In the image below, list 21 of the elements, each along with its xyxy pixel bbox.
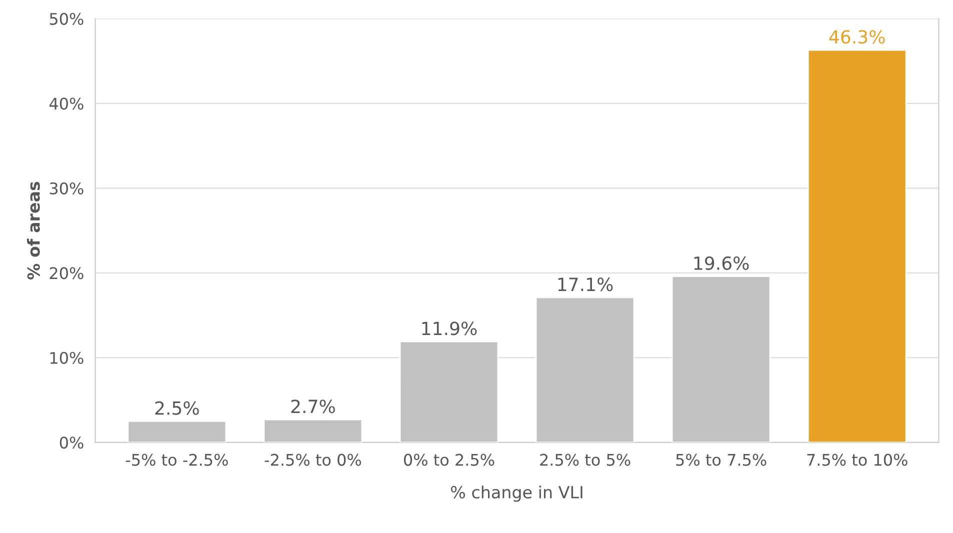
y-tick-label: 50%: [50, 12, 84, 25]
y-tick-label: 40%: [49, 98, 84, 110]
y-tick-label: 0%: [60, 436, 84, 449]
y-tick-label: 10%: [50, 352, 84, 364]
y-tick-label: 30%: [50, 182, 84, 194]
data-label: 2.5%: [155, 401, 199, 415]
x-tick-label: 7.5% to 10%: [807, 454, 908, 466]
x-tick-label: 0% to 2.5%: [404, 454, 494, 466]
data-label: 11.9%: [422, 322, 477, 336]
data-label: 46.3%: [829, 30, 885, 44]
x-tick-label: -5% to -2.5%: [126, 454, 228, 466]
data-label: 2.7%: [291, 400, 335, 414]
bar: [807, 49, 907, 442]
x-tick-label: -2.5% to 0%: [264, 454, 362, 466]
y-tick-label: 20%: [50, 267, 84, 280]
x-axis-title: % change in VLI: [450, 486, 582, 502]
y-axis-title: % of areas: [27, 182, 40, 280]
data-label: 17.1%: [558, 278, 613, 292]
x-tick-label: 5% to 7.5%: [676, 454, 766, 466]
data-label: 19.6%: [694, 256, 749, 270]
x-tick-label: 2.5% to 5%: [540, 454, 630, 466]
